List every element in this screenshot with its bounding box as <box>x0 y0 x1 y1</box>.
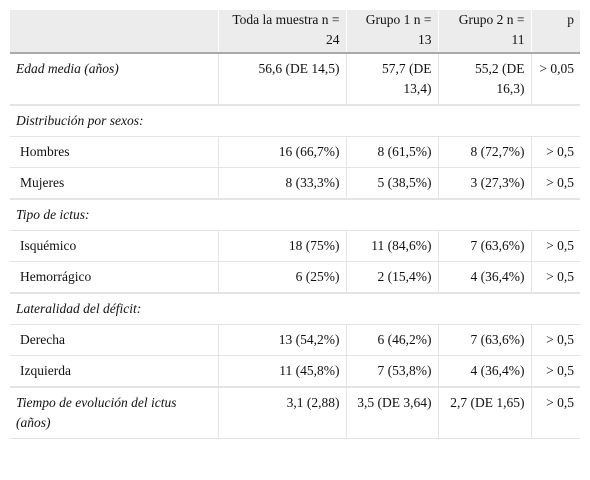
cell: 8 (33,3%) <box>217 167 347 199</box>
cell: > 0,5 <box>530 355 580 387</box>
row-label: Izquierda <box>10 355 219 387</box>
cell: 7 (63,6%) <box>437 324 532 356</box>
cell: 7 (63,6%) <box>437 230 532 262</box>
data-row: Isquémico 18 (75%) 11 (84,6%) 7 (63,6%) > 0,… <box>10 230 580 262</box>
data-row: Tiempo de evolución del ictus (años) 3,1 … <box>10 387 580 439</box>
header-cell <box>10 10 218 54</box>
data-row: Hemorrágico 6 (25%) 2 (15,4%) 4 (36,4%) > 0,… <box>10 261 580 293</box>
cell: 8 (61,5%) <box>345 136 439 168</box>
row-label: Derecha <box>10 324 219 356</box>
cell: > 0,5 <box>530 230 580 262</box>
cell: 3,5 (DE 3,64) <box>345 387 439 439</box>
cell: 4 (36,4%) <box>437 261 532 293</box>
cell: 16 (66,7%) <box>217 136 347 168</box>
cell: > 0,5 <box>530 387 580 439</box>
cell: 7 (53,8%) <box>345 355 439 387</box>
data-row: Derecha 13 (54,2%) 6 (46,2%) 7 (63,6%) > 0,5 <box>10 324 580 356</box>
cell: > 0,05 <box>530 52 580 105</box>
data-row: Hombres 16 (66,7%) 8 (61,5%) 8 (72,7%) > 0,5 <box>10 136 580 168</box>
cell: 18 (75%) <box>217 230 347 262</box>
cell: 6 (46,2%) <box>345 324 439 356</box>
section-row: Distribución por sexos: <box>10 105 580 137</box>
data-table: Toda la muestra n = 24 Grupo 1 n = 13 Grup… <box>10 10 580 439</box>
data-row: Edad media (años) 56,6 (DE 14,5) 57,7 (DE … <box>10 52 580 105</box>
data-row: Mujeres 8 (33,3%) 5 (38,5%) 3 (27,3%) > 0,5 <box>10 167 580 199</box>
cell: > 0,5 <box>530 324 580 356</box>
row-label: Edad media (años) <box>10 52 219 105</box>
cell: 4 (36,4%) <box>437 355 532 387</box>
section-row: Lateralidad del déficit: <box>10 293 580 325</box>
row-label: Mujeres <box>10 167 219 199</box>
cell: 3 (27,3%) <box>437 167 532 199</box>
header-cell: Grupo 1 n = 13 <box>345 10 438 54</box>
cell: 2,7 (DE 1,65) <box>437 387 532 439</box>
section-title: Distribución por sexos: <box>10 105 580 137</box>
row-label: Hemorrágico <box>10 261 219 293</box>
cell: 6 (25%) <box>217 261 347 293</box>
cell: 11 (84,6%) <box>345 230 439 262</box>
section-row: Tipo de ictus: <box>10 199 580 231</box>
section-title: Lateralidad del déficit: <box>10 293 580 325</box>
cell: 2 (15,4%) <box>345 261 439 293</box>
cell: 3,1 (2,88) <box>217 387 347 439</box>
row-label: Isquémico <box>10 230 219 262</box>
row-label: Tiempo de evolución del ictus (años) <box>10 387 219 439</box>
section-title: Tipo de ictus: <box>10 199 580 231</box>
cell: > 0,5 <box>530 261 580 293</box>
cell: 56,6 (DE 14,5) <box>217 52 347 105</box>
cell: 13 (54,2%) <box>217 324 347 356</box>
cell: > 0,5 <box>530 167 580 199</box>
cell: 11 (45,8%) <box>217 355 347 387</box>
row-label: Hombres <box>10 136 219 168</box>
cell: 57,7 (DE 13,4) <box>345 52 439 105</box>
header-cell: p <box>530 10 580 54</box>
header-cell: Grupo 2 n = 11 <box>437 10 531 54</box>
cell: 55,2 (DE 16,3) <box>437 52 532 105</box>
header-cell: Toda la muestra n = 24 <box>217 10 346 54</box>
cell: 8 (72,7%) <box>437 136 532 168</box>
data-row: Izquierda 11 (45,8%) 7 (53,8%) 4 (36,4%) > 0… <box>10 355 580 387</box>
header-row: Toda la muestra n = 24 Grupo 1 n = 13 Grup… <box>10 10 580 54</box>
cell: > 0,5 <box>530 136 580 168</box>
cell: 5 (38,5%) <box>345 167 439 199</box>
